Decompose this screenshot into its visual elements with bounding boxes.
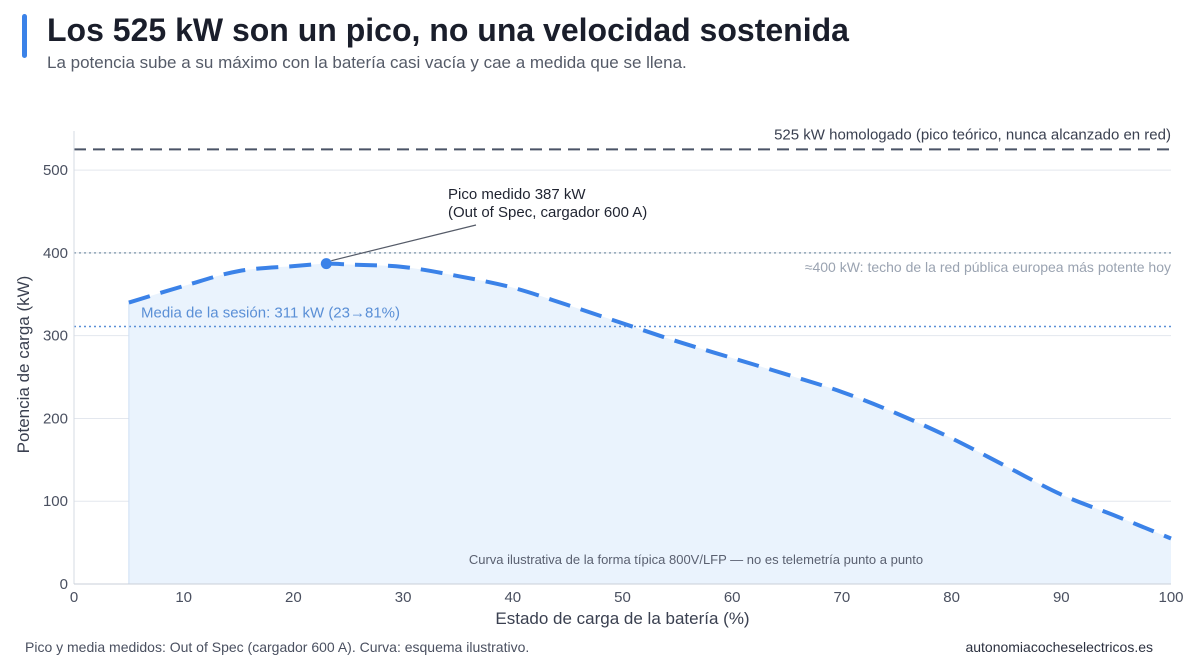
x-tick-label-30: 30	[395, 589, 412, 606]
y-tick-label-300: 300	[43, 328, 68, 345]
site-credit: autonomiacocheselectricos.es	[965, 639, 1153, 655]
x-tick-label-80: 80	[943, 589, 960, 606]
x-tick-label-70: 70	[834, 589, 851, 606]
title-accent-bar	[22, 14, 27, 58]
y-axis-label: Potencia de carga (kW)	[14, 276, 33, 454]
x-tick-label-50: 50	[614, 589, 631, 606]
reference-525-label: 525 kW homologado (pico teórico, nunca a…	[774, 126, 1171, 143]
x-tick-label-10: 10	[175, 589, 192, 606]
x-tick-label-40: 40	[504, 589, 521, 606]
peak-leader-line	[331, 224, 477, 262]
y-tick-label-200: 200	[43, 410, 68, 427]
x-tick-label-90: 90	[1053, 589, 1070, 606]
y-tick-label-0: 0	[60, 576, 68, 593]
peak-label-line2: (Out of Spec, cargador 600 A)	[448, 204, 647, 221]
session-mean-label: Media de la sesión: 311 kW (23→81%)	[141, 305, 400, 322]
x-axis-label: Estado de carga de la batería (%)	[495, 609, 749, 628]
chart-subtitle: La potencia sube a su máximo con la bate…	[47, 53, 687, 72]
x-tick-labels: 0 10 20 30 40 50 60 70 80 90 100	[70, 589, 1184, 606]
y-tick-labels: 0 100 200 300 400 500	[43, 162, 68, 593]
area-under-curve	[128, 263, 1172, 584]
peak-label-line1: Pico medido 387 kW	[448, 186, 586, 203]
y-tick-label-500: 500	[43, 162, 68, 179]
y-tick-label-100: 100	[43, 493, 68, 510]
x-tick-label-60: 60	[724, 589, 741, 606]
source-note: Pico y media medidos: Out of Spec (carga…	[25, 639, 530, 655]
x-tick-label-0: 0	[70, 589, 78, 606]
series-line	[128, 261, 1172, 541]
reference-400-label: ≈400 kW: techo de la red pública europea…	[805, 259, 1171, 275]
chart-title: Los 525 kW son un pico, no una velocidad…	[47, 12, 849, 48]
y-tick-label-400: 400	[43, 245, 68, 262]
illustrative-note: Curva ilustrativa de la forma típica 800…	[469, 552, 923, 567]
x-tick-label-20: 20	[285, 589, 302, 606]
peak-marker	[320, 258, 332, 270]
x-tick-label-100: 100	[1158, 589, 1183, 606]
